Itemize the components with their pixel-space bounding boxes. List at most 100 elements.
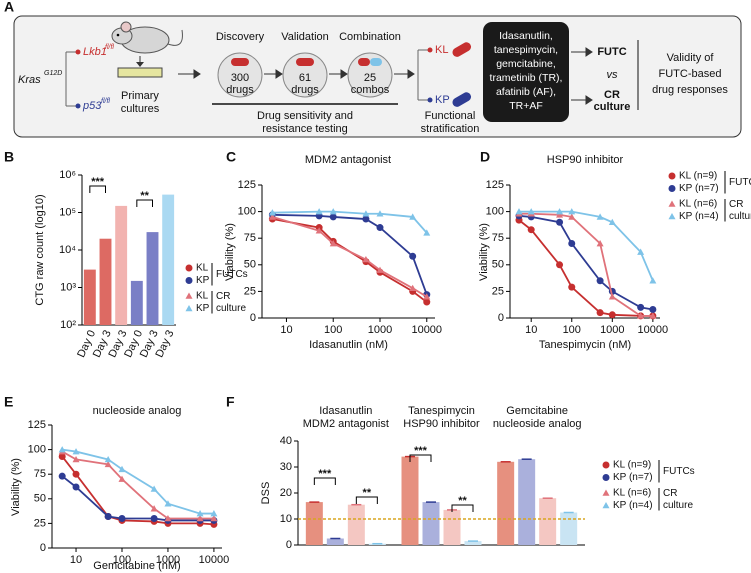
series-line	[61, 475, 214, 522]
data-point	[118, 475, 126, 482]
x-tick-label: 1000	[600, 324, 624, 336]
data-point	[362, 255, 370, 263]
data-point	[72, 483, 80, 491]
branch-dot	[427, 47, 433, 53]
data-point	[637, 248, 645, 255]
drug-name: TR+AF	[509, 100, 543, 112]
branch-dot	[75, 49, 81, 55]
legend-group: FUTCs	[729, 177, 751, 188]
legend-group: FUTCs	[216, 269, 248, 280]
bar	[146, 232, 159, 325]
data-point	[376, 210, 384, 217]
significance-bracket	[89, 185, 106, 193]
x-tick-label: 10000	[638, 324, 669, 336]
data-point	[608, 311, 616, 319]
series-line	[518, 212, 653, 317]
y-tick-label: 125	[28, 419, 46, 431]
y-tick-label: 50	[244, 259, 256, 271]
data-point	[72, 448, 80, 455]
legend-marker	[602, 489, 610, 496]
y-tick-label: 25	[492, 285, 504, 297]
legend-label: KP	[196, 303, 210, 314]
series-line	[272, 218, 428, 303]
legend-marker	[602, 461, 610, 469]
legend-marker	[185, 277, 193, 284]
step-label: Drug sensitivity and	[257, 110, 353, 122]
legend-group: culture	[216, 303, 246, 314]
step-count: 300	[231, 72, 249, 84]
data-point	[409, 284, 417, 292]
data-point	[58, 446, 66, 453]
bar	[443, 509, 461, 545]
x-axis-label: Gemcitabine (nM)	[93, 560, 180, 572]
bar	[130, 280, 143, 325]
y-tick-label: 125	[238, 179, 256, 191]
y-axis-label: CTG raw count (log10)	[34, 194, 46, 305]
legend-marker	[668, 213, 676, 220]
data-point	[315, 208, 323, 215]
data-point	[556, 211, 564, 218]
data-point	[596, 240, 604, 247]
y-tick-label: 75	[34, 468, 46, 480]
y-tick-label: 100	[28, 444, 46, 456]
group-label: KP	[435, 94, 450, 106]
data-point	[596, 213, 604, 220]
legend-marker	[668, 185, 676, 192]
y-tick-label: 0	[498, 312, 504, 324]
data-point	[164, 500, 172, 507]
data-point	[637, 303, 645, 311]
y-axis-label: DSS	[260, 482, 272, 505]
gene-superscript: G12D	[44, 70, 62, 77]
chart-title: nucleoside analog	[93, 405, 182, 417]
series-line	[61, 450, 214, 520]
bar	[99, 238, 112, 325]
data-point	[329, 213, 337, 221]
data-point	[556, 218, 564, 226]
bar	[162, 194, 175, 325]
data-point	[568, 283, 576, 291]
drug-name: gemcitabine,	[496, 58, 556, 70]
panel-label: B	[4, 149, 14, 165]
gene-label: Kras	[18, 74, 41, 86]
step-unit: drugs	[226, 84, 254, 96]
legend-group: CR	[216, 291, 230, 302]
y-tick-label: 25	[34, 517, 46, 529]
data-point	[556, 261, 564, 269]
pill	[452, 42, 472, 57]
y-tick-label: 0	[250, 312, 256, 324]
x-tick-label: 10	[70, 554, 82, 566]
significance-label: ***	[414, 445, 428, 457]
legend-label: KL (n=6)	[679, 199, 717, 210]
step-count: 61	[299, 72, 311, 84]
model-label: culture	[594, 101, 631, 113]
outcome-label: drug responses	[652, 84, 728, 96]
x-tick-label: 10000	[411, 324, 442, 336]
data-point	[315, 227, 323, 234]
data-point	[150, 505, 158, 512]
bar	[401, 456, 419, 545]
vs-label: vs	[607, 69, 619, 81]
y-tick-label: 40	[280, 435, 292, 447]
bar	[422, 502, 440, 545]
legend-marker	[185, 305, 193, 312]
data-point	[164, 514, 172, 522]
y-tick-label: 125	[486, 179, 504, 191]
branch	[417, 49, 428, 101]
legend-label: KL (n=9)	[613, 460, 651, 471]
x-tick-label: 100	[563, 324, 581, 336]
x-tick-label: 100	[324, 324, 342, 336]
bar	[560, 512, 578, 545]
bar	[115, 205, 128, 325]
legend-group: CR	[729, 199, 743, 210]
significance-bracket	[136, 199, 153, 207]
legend-marker	[185, 264, 193, 272]
data-point	[268, 213, 276, 220]
step-title: Combination	[339, 31, 401, 43]
y-tick-label: 0	[40, 542, 46, 554]
legend-label: KL	[196, 263, 209, 274]
step-unit: combos	[351, 84, 390, 96]
group-title: Idasanutlin	[319, 405, 372, 417]
gene-superscript: fl/fl	[105, 44, 114, 51]
data-point	[104, 455, 112, 463]
